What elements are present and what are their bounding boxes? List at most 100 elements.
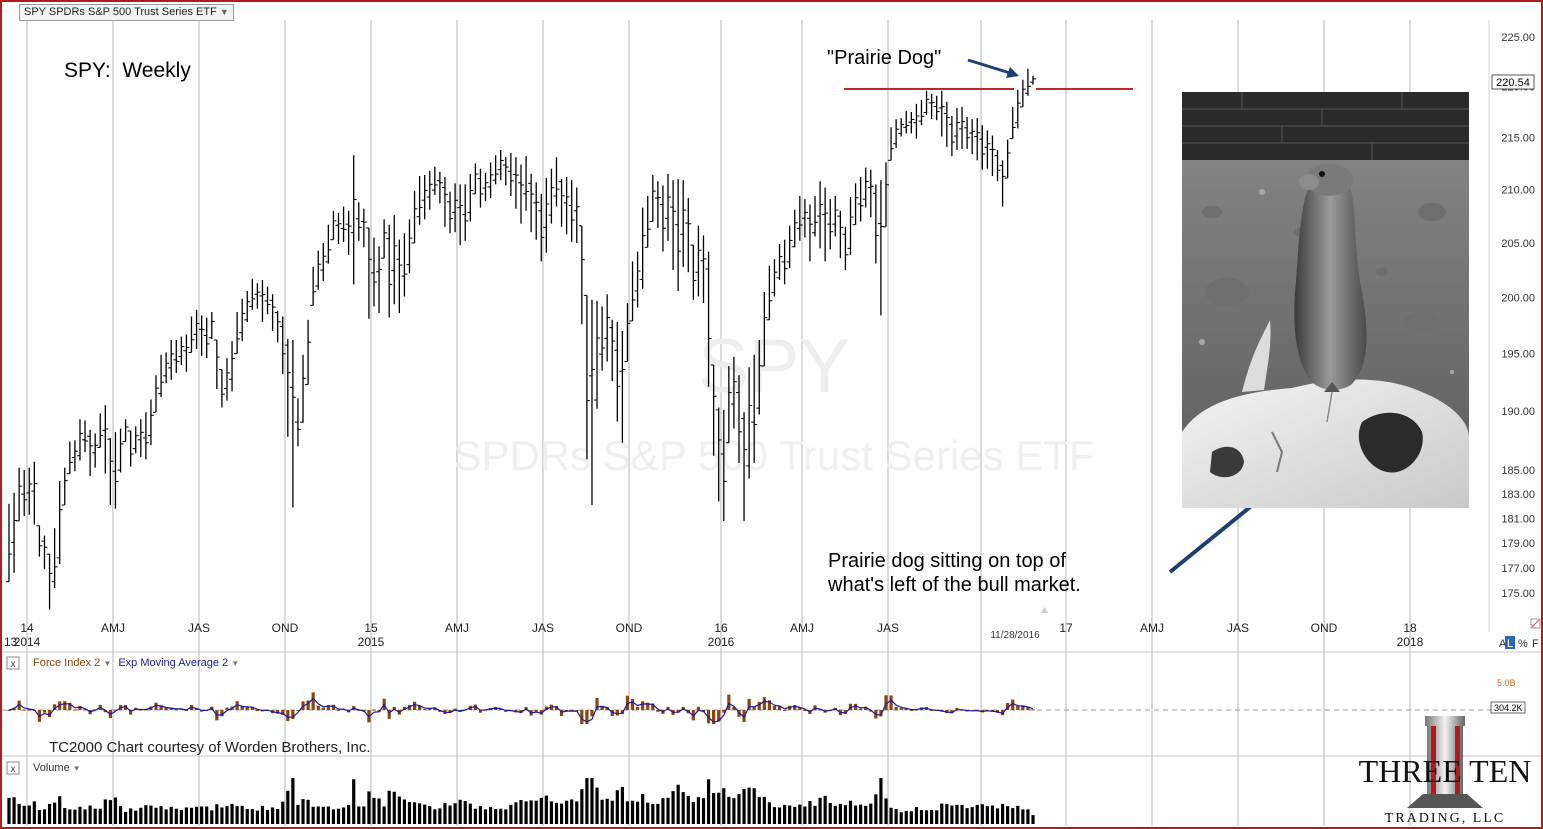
force-index-bar bbox=[423, 709, 427, 711]
price-bar bbox=[619, 331, 626, 443]
volume-bar bbox=[134, 810, 138, 824]
volume-bar bbox=[281, 801, 285, 824]
volume-bar bbox=[488, 807, 493, 824]
price-bar bbox=[538, 193, 545, 262]
close-force-pane-button[interactable] bbox=[6, 656, 20, 670]
volume-bar bbox=[210, 810, 214, 824]
force-index-bar bbox=[357, 710, 361, 711]
x-tick-label: 18 bbox=[1403, 621, 1417, 635]
force-index-bar bbox=[42, 710, 47, 713]
volume-bar bbox=[78, 806, 82, 824]
volume-bar bbox=[387, 790, 391, 824]
volume-bar bbox=[595, 787, 599, 824]
price-bar bbox=[122, 419, 129, 443]
price-bar bbox=[609, 319, 616, 381]
price-bar bbox=[117, 428, 124, 473]
force-index-bar bbox=[879, 710, 883, 717]
volume-bar bbox=[68, 809, 72, 824]
force-index-bar bbox=[747, 698, 751, 710]
price-bar bbox=[614, 322, 621, 422]
volume-bar bbox=[7, 797, 11, 824]
force-index-bar bbox=[590, 710, 594, 717]
volume-bar bbox=[306, 799, 310, 824]
volume-bar bbox=[600, 799, 604, 824]
price-bar bbox=[882, 162, 889, 228]
volume-bar bbox=[407, 802, 412, 824]
price-bar bbox=[386, 224, 393, 318]
chevron-down-icon[interactable]: ▼ bbox=[103, 659, 112, 668]
price-bar bbox=[467, 173, 474, 222]
close-volume-pane-button[interactable] bbox=[6, 761, 20, 775]
price-bar bbox=[822, 187, 829, 262]
price-bar bbox=[370, 237, 377, 307]
price-bar bbox=[66, 441, 73, 475]
close-icon[interactable]: x bbox=[11, 659, 16, 670]
volume-bar bbox=[412, 802, 417, 824]
chevron-down-icon[interactable]: ▼ bbox=[231, 659, 240, 668]
volume-bar bbox=[473, 808, 477, 824]
volume-bar bbox=[402, 799, 407, 824]
price-bar bbox=[76, 419, 83, 461]
volume-bar bbox=[980, 804, 984, 824]
pencil-icon[interactable] bbox=[1530, 618, 1541, 629]
force-index-bar bbox=[17, 700, 21, 710]
force-index-legend[interactable]: Force Index 2 bbox=[33, 657, 101, 669]
force-index-bar bbox=[281, 710, 285, 715]
force-index-bar bbox=[752, 706, 756, 710]
force-index-bar bbox=[580, 710, 584, 724]
last-price-value: 220.54 bbox=[1496, 77, 1530, 89]
force-index-bar bbox=[646, 702, 650, 710]
volume-bar bbox=[200, 806, 204, 824]
force-index-bar bbox=[818, 709, 822, 711]
price-bar bbox=[350, 155, 357, 285]
force-index-bar bbox=[392, 706, 396, 710]
close-icon[interactable]: x bbox=[11, 764, 16, 775]
force-index-bar bbox=[843, 710, 848, 714]
ema-legend[interactable]: Exp Moving Average 2 bbox=[118, 657, 229, 669]
price-bar bbox=[675, 179, 682, 291]
price-bar bbox=[436, 171, 443, 204]
price-bar bbox=[953, 107, 960, 150]
price-bar bbox=[218, 369, 225, 408]
scale-button-log[interactable]: L bbox=[1507, 638, 1513, 650]
volume-legend[interactable]: Volume bbox=[33, 762, 70, 774]
price-bar bbox=[969, 119, 976, 155]
chevron-down-icon[interactable]: ▼ bbox=[72, 764, 81, 773]
force-index-bar bbox=[625, 695, 630, 710]
force-index-bar bbox=[387, 710, 391, 719]
price-bar bbox=[563, 177, 570, 235]
volume-bar bbox=[676, 784, 680, 824]
scale-button-auto[interactable]: A bbox=[1499, 638, 1507, 650]
volume-bar bbox=[686, 795, 690, 824]
price-bar bbox=[127, 430, 134, 467]
price-bar bbox=[624, 303, 631, 363]
volume-bar bbox=[88, 805, 92, 824]
caption-line-1: Prairie dog sitting on top of bbox=[828, 550, 1066, 572]
volume-bar bbox=[549, 801, 554, 824]
price-bar bbox=[984, 130, 991, 169]
volume-bar bbox=[559, 803, 564, 824]
price-bar bbox=[680, 180, 687, 267]
price-bar bbox=[654, 181, 661, 228]
x-year-label: 2015 bbox=[358, 635, 385, 649]
price-bar bbox=[294, 398, 301, 447]
price-bar bbox=[741, 412, 748, 521]
volume-bar bbox=[788, 805, 792, 824]
force-index-bar bbox=[473, 704, 477, 710]
price-bar bbox=[401, 233, 408, 297]
price-bar bbox=[507, 153, 514, 196]
price-bar bbox=[11, 492, 18, 573]
scale-button-log-bg[interactable] bbox=[1505, 636, 1515, 649]
force-index-bar bbox=[220, 710, 224, 717]
price-bar bbox=[746, 367, 753, 479]
symbol-select[interactable]: SPY SPDRs S&P 500 Trust Series ETF ▼ bbox=[19, 4, 234, 21]
volume-bar bbox=[230, 803, 234, 824]
scale-button-percent[interactable]: % bbox=[1518, 638, 1528, 650]
price-bar bbox=[842, 226, 849, 271]
volume-bar bbox=[362, 806, 366, 824]
volume-bar bbox=[144, 805, 148, 824]
volume-bar bbox=[691, 802, 695, 824]
scale-button-fit[interactable]: F bbox=[1532, 638, 1539, 650]
volume-bar bbox=[174, 808, 178, 824]
force-index-bar bbox=[798, 707, 802, 710]
